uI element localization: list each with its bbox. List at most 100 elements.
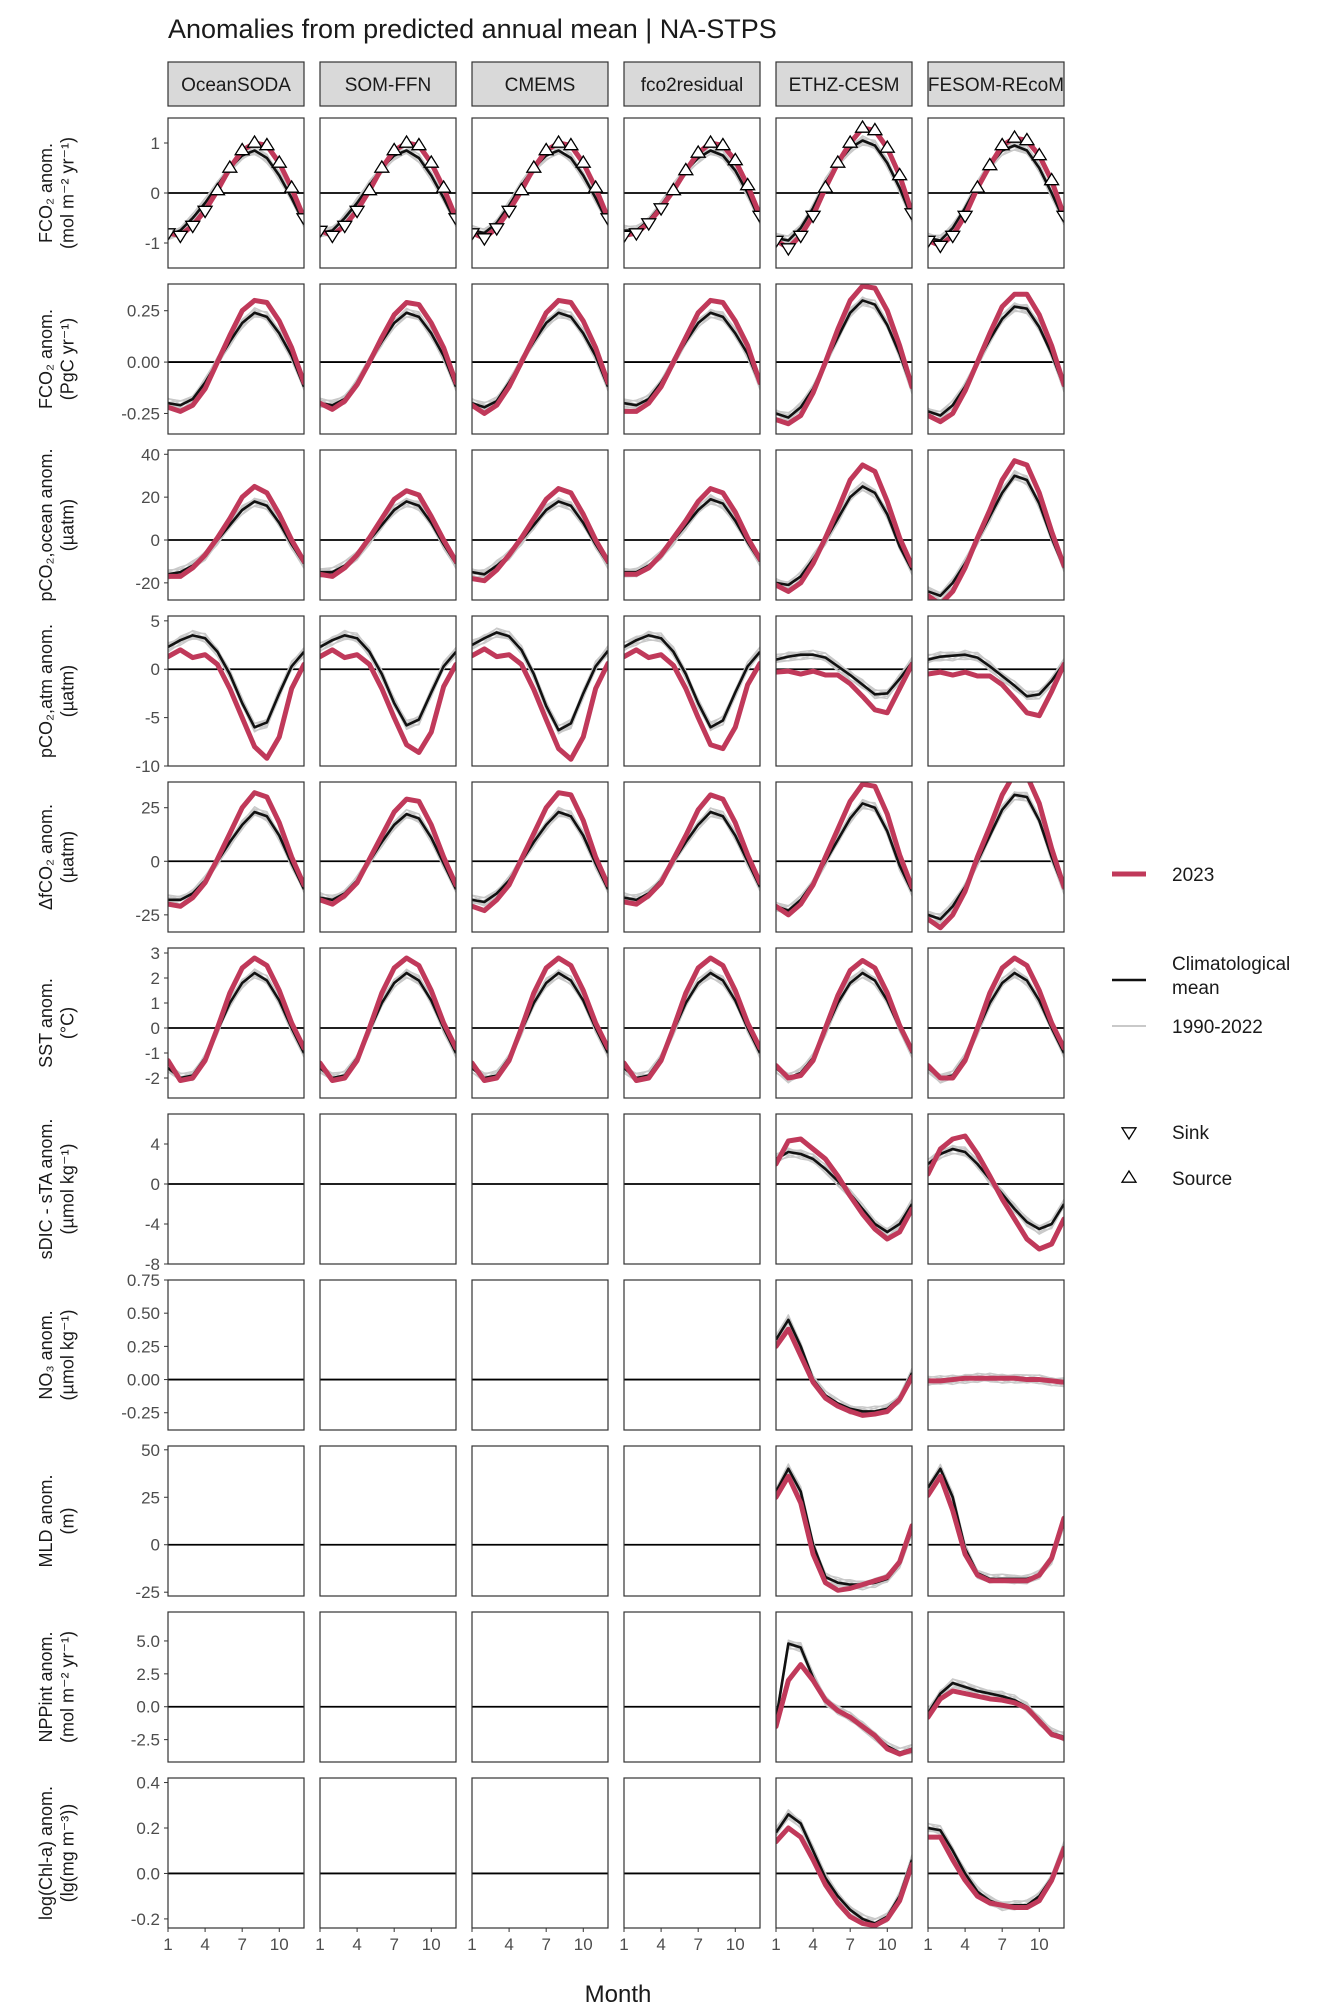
panel-plot-area bbox=[472, 955, 608, 1083]
strip-label: FESOM-REcoM bbox=[928, 75, 1064, 96]
y-tick-label: 0.0 bbox=[136, 1864, 160, 1883]
panel-border bbox=[319, 947, 457, 1099]
y-axis-title-line: (µatm) bbox=[58, 831, 78, 883]
panel-background bbox=[168, 782, 304, 932]
y-axis-title-line: (lg(mg m⁻³)) bbox=[58, 1804, 78, 1902]
series-line-2023 bbox=[320, 299, 456, 412]
facet-panel bbox=[927, 781, 1065, 933]
panel-border bbox=[927, 283, 1065, 435]
panel-plot-area bbox=[928, 649, 1064, 719]
panel-background bbox=[624, 1612, 760, 1762]
panel-border bbox=[623, 1279, 761, 1431]
series-line-2023 bbox=[776, 1662, 912, 1757]
panel-plot-area bbox=[472, 297, 608, 416]
x-axis-title: Month bbox=[585, 1981, 652, 2008]
panel-border bbox=[167, 1113, 305, 1265]
facet-panel bbox=[927, 1445, 1065, 1597]
y-axis-title: pCO₂,ocean anom.(µatm) bbox=[36, 448, 78, 601]
y-axis-title: MLD anom.(m) bbox=[36, 1474, 78, 1567]
series-line-1990-2022 bbox=[168, 636, 304, 728]
facet-strip: SOM-FFN bbox=[319, 61, 457, 107]
panel-border bbox=[927, 1445, 1065, 1597]
facet-panel bbox=[775, 283, 913, 435]
panel-background bbox=[168, 1114, 304, 1264]
y-tick-label: 0.25 bbox=[127, 302, 160, 321]
y-tick-label: 0.0 bbox=[136, 1698, 160, 1717]
facet-panel bbox=[319, 1279, 457, 1431]
x-tick-label: 1 bbox=[467, 1935, 476, 1954]
y-tick-label: -1 bbox=[145, 234, 160, 253]
x-tick-label: 7 bbox=[997, 1935, 1006, 1954]
facet-panel bbox=[167, 781, 305, 933]
series-line-2023 bbox=[928, 458, 1064, 600]
y-tick-label: -0.25 bbox=[121, 1404, 160, 1423]
panel-background bbox=[320, 1280, 456, 1430]
y-tick-label: -2 bbox=[145, 1069, 160, 1088]
panel-plot-area bbox=[168, 297, 304, 414]
panel-plot-area bbox=[776, 958, 912, 1084]
series-line-2023 bbox=[928, 1133, 1064, 1252]
x-tick-label: 10 bbox=[574, 1935, 593, 1954]
panel-plot-area bbox=[168, 955, 304, 1083]
facet-panel bbox=[927, 1279, 1065, 1431]
panel-border bbox=[167, 117, 305, 269]
panel-border bbox=[471, 449, 609, 601]
source-marker bbox=[398, 134, 415, 148]
series-line-2023 bbox=[928, 1473, 1064, 1584]
panel-plot-area bbox=[624, 134, 760, 244]
sink-marker bbox=[476, 233, 493, 247]
y-tick-label: 50 bbox=[141, 1441, 160, 1460]
facet-panel bbox=[623, 449, 761, 601]
panel-background bbox=[624, 782, 760, 932]
panel-background bbox=[472, 782, 608, 932]
panel-plot-area bbox=[472, 790, 608, 914]
facet-panel bbox=[471, 947, 609, 1099]
strip-box bbox=[775, 61, 913, 107]
sink-marker bbox=[792, 230, 809, 244]
panel-plot-area bbox=[624, 630, 760, 752]
series-line-climatological-mean bbox=[928, 793, 1064, 921]
panel-background bbox=[624, 948, 760, 1098]
panel-background bbox=[320, 948, 456, 1098]
series-line-climatological-mean bbox=[472, 500, 608, 576]
y-tick-label: 40 bbox=[141, 445, 160, 464]
facet-panel bbox=[623, 1113, 761, 1265]
source-marker bbox=[550, 134, 567, 148]
panel-border bbox=[623, 449, 761, 601]
facet-panel bbox=[623, 117, 761, 269]
panel-border bbox=[167, 947, 305, 1099]
source-marker bbox=[234, 142, 251, 156]
y-tick-label: 0 bbox=[151, 1536, 160, 1555]
y-tick-label: 25 bbox=[141, 799, 160, 818]
panel-border bbox=[927, 947, 1065, 1099]
facet-panel bbox=[471, 449, 609, 601]
y-axis-title-line: (µmol kg⁻¹) bbox=[58, 1144, 78, 1235]
facet-panel bbox=[471, 1279, 609, 1431]
facet-panel bbox=[623, 947, 761, 1099]
panel-background bbox=[320, 782, 456, 932]
facet-panel bbox=[167, 283, 305, 435]
source-marker bbox=[690, 144, 707, 158]
panel-plot-area bbox=[320, 955, 456, 1083]
facet-panel bbox=[775, 615, 913, 767]
series-line-1990-2022 bbox=[320, 636, 456, 727]
series-line-climatological-mean bbox=[472, 311, 608, 409]
y-tick-label: 1 bbox=[151, 994, 160, 1013]
y-axis-title-line: (µatm) bbox=[58, 665, 78, 717]
y-tick-label: 0.00 bbox=[127, 1371, 160, 1390]
series-line-2023 bbox=[776, 1136, 912, 1242]
panel-border bbox=[319, 117, 457, 269]
panel-plot-area bbox=[776, 284, 912, 427]
facet-panel bbox=[319, 947, 457, 1099]
panel-background bbox=[928, 948, 1064, 1098]
facet-panel bbox=[775, 449, 913, 601]
panel-border bbox=[775, 1611, 913, 1763]
y-axis-title-line: sDIC - sTA anom. bbox=[36, 1119, 56, 1260]
facet-panel bbox=[471, 1445, 609, 1597]
facet-row: sDIC - sTA anom.(µmol kg⁻¹) -8 -4 0 4 bbox=[36, 1113, 1065, 1274]
panel-background bbox=[472, 1280, 608, 1430]
facet-panel: 1 4 7 10 bbox=[467, 1777, 609, 1954]
y-axis-title-line: NPPint anom. bbox=[36, 1631, 56, 1742]
panel-border bbox=[775, 449, 913, 601]
legend-key-source bbox=[1120, 1169, 1138, 1183]
